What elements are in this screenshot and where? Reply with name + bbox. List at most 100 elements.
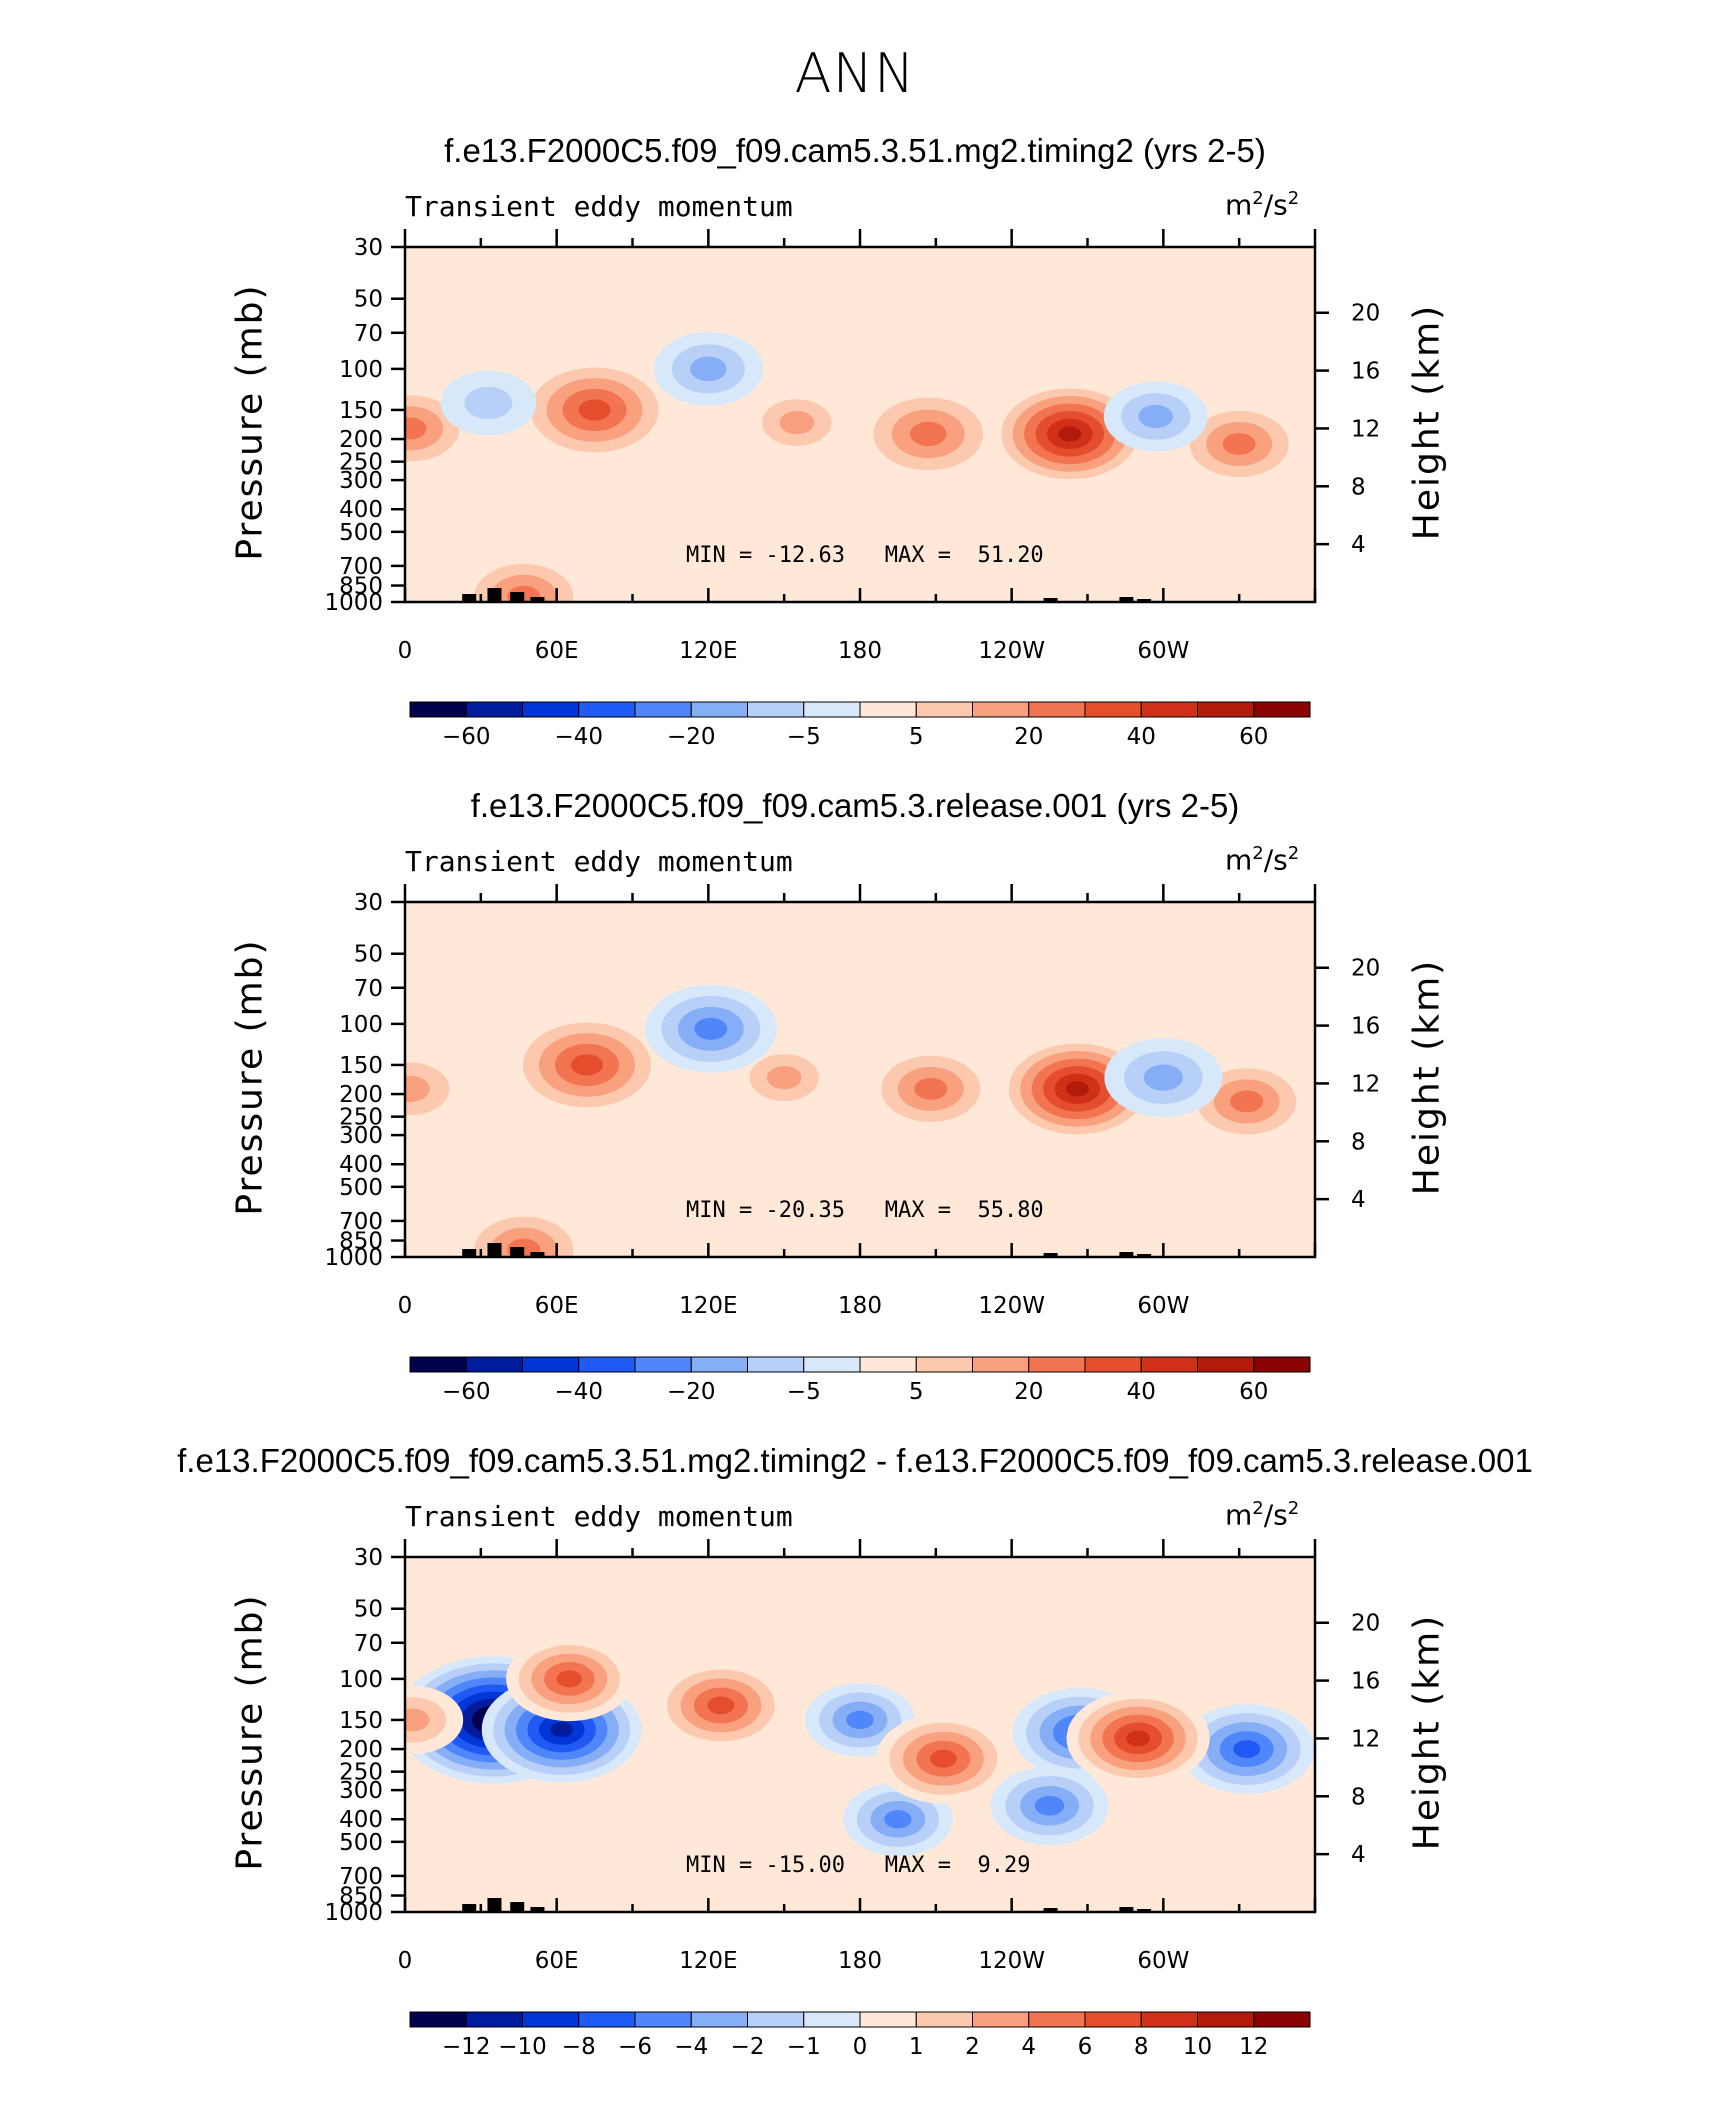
colorbar-label: 60 xyxy=(1239,724,1268,750)
lon-tick-label: 60E xyxy=(535,1948,579,1974)
colorbar-box xyxy=(690,2011,748,2028)
terrain-block xyxy=(510,1902,525,1912)
colorbar-box xyxy=(690,1356,748,1373)
lon-tick-label: 60E xyxy=(535,1293,579,1319)
pressure-tick-label: 50 xyxy=(354,942,383,968)
lon-tick-label: 180 xyxy=(838,1293,882,1319)
colorbar-box xyxy=(522,1356,580,1373)
field-label: Transient eddy momentum xyxy=(405,1500,793,1533)
pressure-tick-label: 100 xyxy=(339,1667,383,1693)
colorbar-box xyxy=(634,2011,692,2028)
colorbar-box xyxy=(859,701,917,718)
pressure-tick-label: 100 xyxy=(339,357,383,383)
colorbar-box xyxy=(1084,2011,1142,2028)
terrain-block xyxy=(1043,1908,1058,1912)
height-tick-label: 20 xyxy=(1351,1611,1380,1637)
min-max-readout: MIN = -15.00 MAX = 9.29 xyxy=(686,1853,1031,1878)
colorbar-box xyxy=(522,2011,580,2028)
pressure-tick-label: 1000 xyxy=(324,1900,383,1926)
positive-contour-0-4 xyxy=(578,399,611,421)
terrain-block xyxy=(1043,598,1058,602)
colorbar-box xyxy=(1084,701,1142,718)
lon-tick-label: 180 xyxy=(838,638,882,664)
units-label: m2/s2 xyxy=(1225,1498,1300,1532)
negative-contour-1-6 xyxy=(550,1722,574,1738)
colorbar-label: −20 xyxy=(667,724,716,750)
colorbar-box xyxy=(859,1356,917,1373)
pressure-tick-label: 300 xyxy=(339,1123,383,1149)
colorbar-label: −5 xyxy=(787,724,821,750)
colorbar-box xyxy=(915,701,973,718)
colorbar-box xyxy=(915,1356,973,1373)
colorbar-label: −40 xyxy=(554,1379,603,1405)
pressure-tick-label: 700 xyxy=(339,1864,383,1890)
pressure-tick-label: 300 xyxy=(339,468,383,494)
positive-contour-4-3 xyxy=(1222,433,1256,456)
pressure-tick-label: 70 xyxy=(354,976,383,1002)
colorbar-box xyxy=(803,701,861,718)
colorbar-box xyxy=(1140,2011,1198,2028)
negative-contour-4-3 xyxy=(1034,1795,1065,1816)
pressure-tick-label: 30 xyxy=(354,890,383,916)
colorbar-box xyxy=(972,1356,1030,1373)
figure-title: ANN xyxy=(794,42,916,105)
height-tick-label: 8 xyxy=(1351,1784,1366,1810)
pressure-tick-label: 700 xyxy=(339,1209,383,1235)
pressure-tick-label: 1000 xyxy=(324,1245,383,1271)
colorbar-box xyxy=(1253,1356,1311,1373)
colorbar-label: 20 xyxy=(1014,724,1043,750)
terrain-block xyxy=(462,1249,477,1257)
colorbar-label: 60 xyxy=(1239,1379,1268,1405)
height-tick-label: 16 xyxy=(1351,1669,1380,1695)
terrain-block xyxy=(510,592,525,602)
height-tick-label: 16 xyxy=(1351,359,1380,385)
min-max-readout: MIN = -12.63 MAX = 51.20 xyxy=(686,543,1044,568)
colorbar-box xyxy=(859,2011,917,2028)
colorbar-box xyxy=(915,2011,973,2028)
colorbar-label: −20 xyxy=(667,1379,716,1405)
min-max-readout: MIN = -20.35 MAX = 55.80 xyxy=(686,1198,1044,1223)
pressure-tick-label: 500 xyxy=(339,1175,383,1201)
colorbar-box xyxy=(1197,2011,1255,2028)
colorbar-label: −60 xyxy=(442,1379,491,1405)
colorbar-box xyxy=(1253,701,1311,718)
colorbar-box xyxy=(1197,1356,1255,1373)
height-tick-label: 12 xyxy=(1351,1726,1380,1752)
pressure-tick-label: 250 xyxy=(339,450,383,476)
positive-contour-1-3 xyxy=(405,417,427,440)
colorbar-box xyxy=(1028,1356,1086,1373)
negative-contour-3-4 xyxy=(1233,1740,1261,1759)
terrain-block xyxy=(530,1252,545,1257)
panel-title: f.e13.F2000C5.f09_f09.cam5.3.51.mg2.timi… xyxy=(177,1442,1533,1479)
colorbar-label: −40 xyxy=(554,724,603,750)
colorbar-box xyxy=(465,701,523,718)
colorbar-box xyxy=(1028,2011,1086,2028)
lon-tick-label: 120W xyxy=(978,1948,1045,1974)
positive-contour-2-6 xyxy=(1065,1081,1089,1097)
pressure-tick-label: 50 xyxy=(354,287,383,313)
pressure-tick-label: 100 xyxy=(339,1012,383,1038)
colorbar-label: 40 xyxy=(1127,724,1156,750)
pressure-tick-label: 150 xyxy=(339,398,383,424)
colorbar-box xyxy=(1140,701,1198,718)
negative-contour-9-1 xyxy=(464,386,513,420)
colorbar-box xyxy=(1140,1356,1198,1373)
terrain-block xyxy=(1137,599,1152,602)
contour-layer xyxy=(405,984,1313,1257)
colorbar-label: 20 xyxy=(1014,1379,1043,1405)
colorbar-box xyxy=(690,701,748,718)
colorbar-box xyxy=(803,2011,861,2028)
height-tick-label: 4 xyxy=(1351,1187,1366,1213)
field-label: Transient eddy momentum xyxy=(405,190,793,223)
lon-tick-label: 60E xyxy=(535,638,579,664)
colorbar-box xyxy=(409,701,467,718)
pressure-tick-label: 500 xyxy=(339,520,383,546)
positive-contour-7-4 xyxy=(707,1696,735,1715)
pressure-tick-label: 400 xyxy=(339,1152,383,1178)
contour-layer xyxy=(405,1636,1315,1857)
height-tick-label: 4 xyxy=(1351,1842,1366,1868)
height-tick-label: 4 xyxy=(1351,532,1366,558)
lon-tick-label: 0 xyxy=(398,1948,413,1974)
terrain-block xyxy=(530,597,545,602)
positive-contour-1-2 xyxy=(405,1075,430,1103)
